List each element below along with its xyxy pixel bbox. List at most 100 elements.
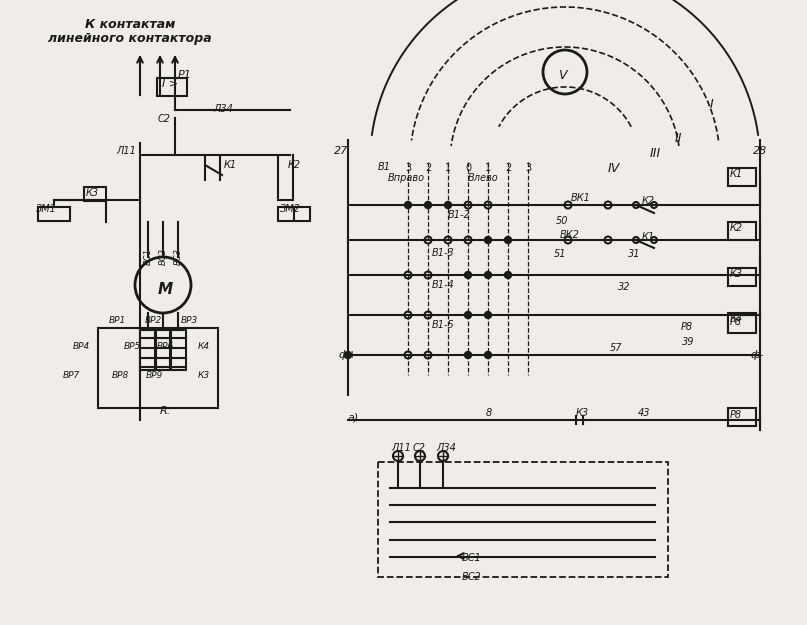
Text: 31: 31 (628, 249, 641, 259)
Circle shape (424, 351, 432, 359)
Text: III: III (650, 147, 661, 160)
Circle shape (445, 201, 451, 209)
Circle shape (465, 351, 471, 359)
Circle shape (465, 271, 471, 279)
Circle shape (404, 311, 412, 319)
Bar (278, 207, 310, 221)
Bar (728, 313, 756, 331)
Circle shape (484, 311, 491, 319)
Text: С2: С2 (413, 443, 426, 453)
Text: К2: К2 (642, 196, 655, 206)
Text: 3: 3 (525, 163, 531, 173)
Text: К3: К3 (730, 269, 743, 279)
Text: ЗМ1: ЗМ1 (36, 204, 56, 214)
Text: Вправо: Вправо (388, 173, 425, 183)
Circle shape (424, 311, 432, 319)
Text: 43: 43 (638, 408, 650, 418)
Text: ЗМ2: ЗМ2 (280, 204, 301, 214)
Text: 57: 57 (610, 343, 622, 353)
Text: ВС1: ВС1 (462, 553, 482, 563)
Text: линейного контактора: линейного контактора (48, 32, 211, 45)
Circle shape (445, 236, 451, 244)
Text: ВС3: ВС3 (174, 248, 182, 265)
Circle shape (465, 236, 471, 244)
Text: К1: К1 (730, 169, 743, 179)
Text: В1-2: В1-2 (448, 210, 470, 220)
Circle shape (424, 271, 432, 279)
Text: ВК1: ВК1 (571, 193, 591, 203)
Text: ВР5: ВР5 (124, 342, 141, 351)
Text: 2: 2 (505, 163, 512, 173)
Circle shape (604, 236, 612, 244)
Text: В1-3: В1-3 (432, 248, 455, 258)
Circle shape (484, 271, 491, 279)
Text: IV: IV (608, 162, 620, 175)
Bar (84, 187, 106, 201)
Text: Л34: Л34 (213, 104, 233, 114)
Text: 0: 0 (465, 163, 471, 173)
Text: Л34: Л34 (436, 443, 456, 453)
Bar (140, 330, 156, 370)
Bar (38, 207, 70, 221)
Bar (728, 222, 756, 240)
Circle shape (404, 271, 412, 279)
Text: К3: К3 (198, 371, 210, 380)
Bar (98, 328, 218, 408)
Text: 50: 50 (556, 216, 568, 226)
Text: а): а) (348, 412, 359, 422)
Text: К1: К1 (642, 232, 655, 242)
Text: ВС1: ВС1 (144, 248, 153, 265)
Circle shape (651, 202, 657, 208)
Circle shape (565, 236, 571, 244)
Bar (157, 78, 187, 96)
Text: ВК2: ВК2 (560, 230, 580, 240)
Text: М: М (158, 282, 174, 297)
Text: Влево: Влево (468, 173, 499, 183)
Text: К4: К4 (730, 314, 743, 324)
Bar (170, 330, 186, 370)
Circle shape (465, 311, 471, 319)
Text: ВР3: ВР3 (181, 316, 199, 325)
Text: Р8: Р8 (681, 322, 693, 332)
Text: К2: К2 (730, 223, 743, 233)
Circle shape (633, 202, 639, 208)
Text: В1-4: В1-4 (432, 280, 455, 290)
Text: 2: 2 (425, 163, 431, 173)
Circle shape (604, 201, 612, 209)
Bar (155, 330, 171, 370)
Circle shape (484, 236, 491, 244)
Text: ВР2: ВР2 (145, 316, 162, 325)
Text: 3: 3 (405, 163, 411, 173)
Text: 32: 32 (618, 282, 630, 292)
Text: V: V (558, 69, 567, 82)
Text: ВС2: ВС2 (462, 572, 482, 582)
Circle shape (465, 201, 471, 209)
Circle shape (504, 271, 512, 279)
Text: 1: 1 (445, 163, 451, 173)
Text: К4: К4 (198, 342, 210, 351)
Text: ВР8: ВР8 (112, 371, 129, 380)
Text: С2: С2 (158, 114, 171, 124)
Text: 51: 51 (554, 249, 567, 259)
Circle shape (345, 351, 352, 359)
Text: Р8: Р8 (730, 317, 742, 327)
Text: ф-: ф- (750, 350, 763, 360)
Text: ВР9: ВР9 (146, 371, 163, 380)
Circle shape (484, 351, 491, 359)
Text: II: II (675, 132, 682, 145)
Text: I: I (710, 98, 714, 111)
Text: ВР1: ВР1 (109, 316, 126, 325)
Bar (728, 315, 756, 333)
Text: ВС2: ВС2 (158, 248, 168, 265)
Circle shape (424, 236, 432, 244)
Bar (728, 408, 756, 426)
Circle shape (404, 201, 412, 209)
Text: В1-5: В1-5 (432, 320, 455, 330)
Circle shape (565, 201, 571, 209)
Circle shape (651, 237, 657, 243)
Text: 27: 27 (334, 146, 349, 156)
Text: 1: 1 (485, 163, 491, 173)
Text: 8: 8 (486, 408, 492, 418)
Text: P1: P1 (178, 70, 192, 80)
Text: В1: В1 (378, 162, 391, 172)
